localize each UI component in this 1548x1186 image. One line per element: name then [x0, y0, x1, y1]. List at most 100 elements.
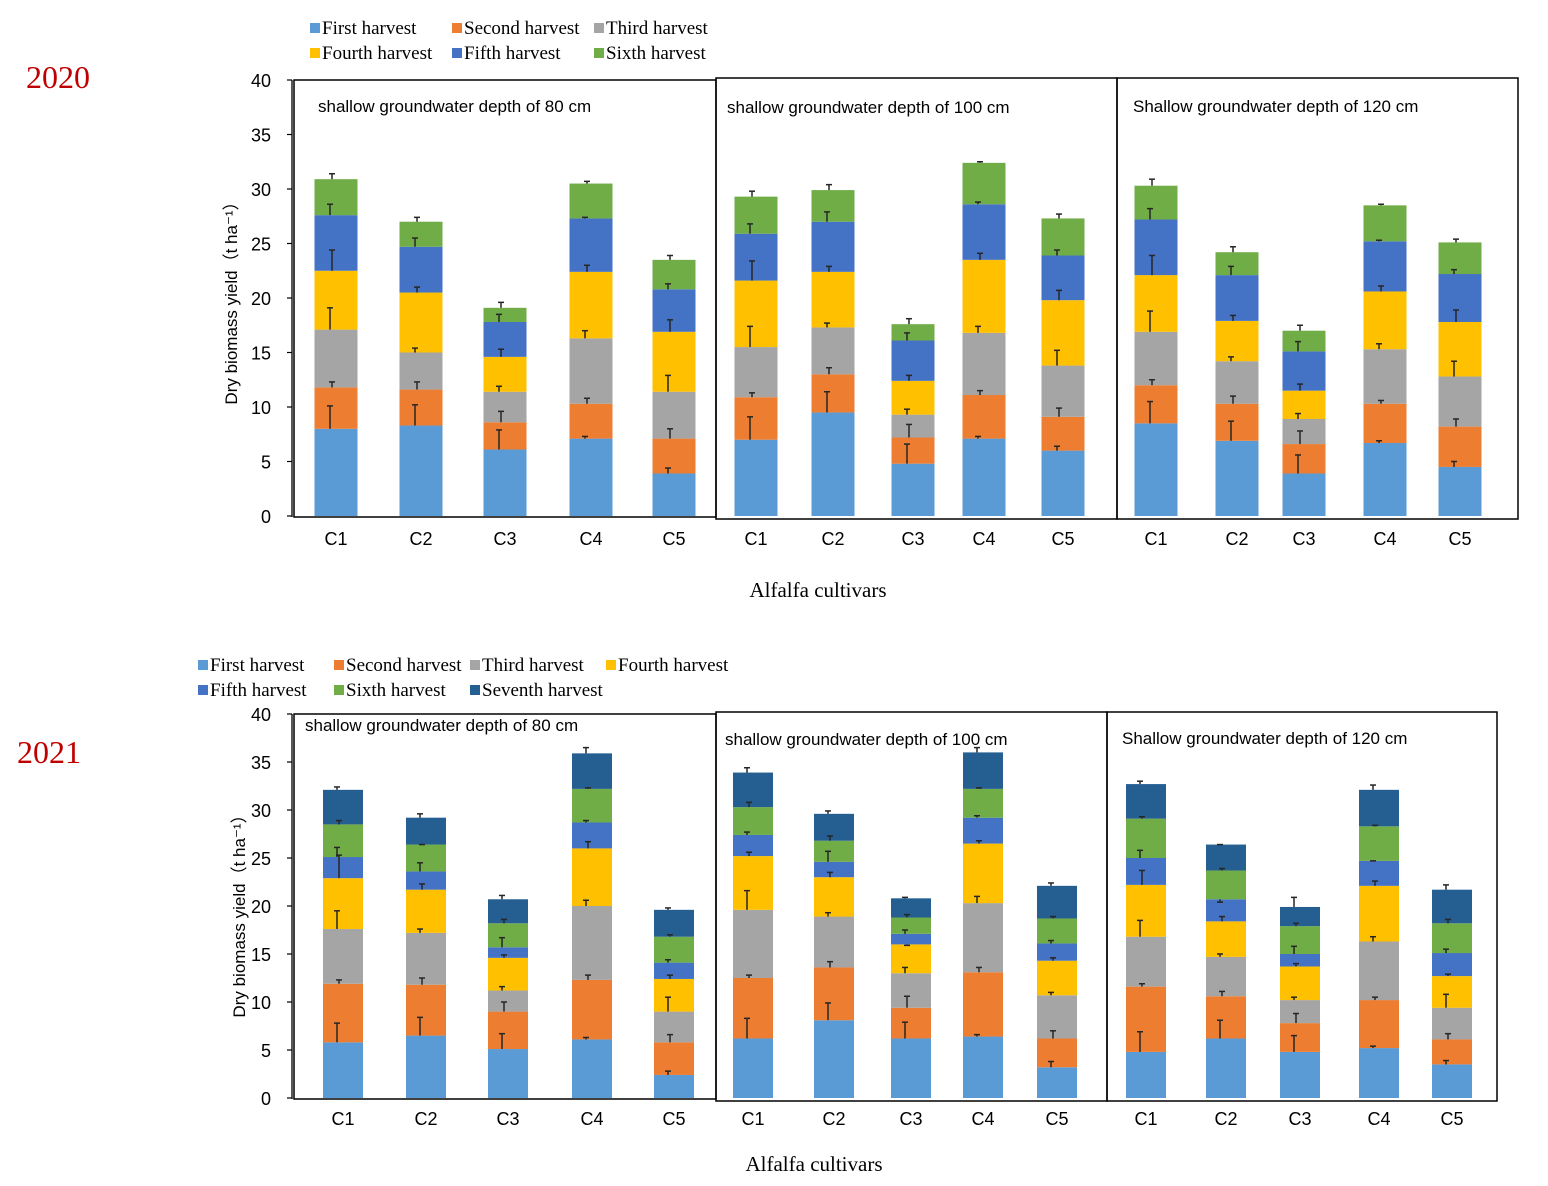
x-tick-label: C1 — [741, 1109, 764, 1129]
bar-segment — [891, 340, 935, 381]
x-tick-label: C2 — [1225, 529, 1248, 549]
bar-segment — [733, 909, 773, 978]
bar-segment — [814, 1020, 854, 1098]
bar-segment — [1037, 995, 1077, 1039]
bar-segment — [734, 280, 778, 348]
x-tick-label: C3 — [496, 1109, 519, 1129]
bar-segment — [652, 438, 696, 474]
bar-segment — [1432, 953, 1472, 977]
bar-segment — [1126, 818, 1166, 858]
x-tick-label: C5 — [1045, 1109, 1068, 1129]
bar-segment — [811, 374, 855, 413]
bar-segment — [963, 788, 1003, 818]
legend-label: Second harvest — [346, 655, 462, 676]
bar-segment — [569, 271, 613, 339]
bar-segment — [1359, 1048, 1399, 1098]
bar-segment — [314, 179, 358, 216]
bar-segment — [811, 327, 855, 375]
bar-segment — [569, 338, 613, 404]
bar-segment — [483, 307, 527, 322]
bar-segment — [1041, 416, 1085, 451]
bar-segment — [569, 183, 613, 219]
x-tick-label: C4 — [1373, 529, 1396, 549]
x-axis-title: Alfalfa cultivars — [749, 578, 886, 602]
bar-segment — [406, 817, 446, 845]
y-tick-label: 30 — [251, 801, 271, 821]
bar-segment — [1126, 936, 1166, 987]
chart-2021: 2021 First harvest Second harvest Third har… — [17, 655, 1498, 1176]
bar-segment — [652, 473, 696, 516]
bar-segment — [1282, 418, 1326, 445]
legend-label: Third harvest — [482, 655, 585, 676]
bar-segment — [1206, 996, 1246, 1039]
bar-stack — [811, 183, 855, 516]
panel: shallow groundwater depth of 100 cm C1 C2 C… — [715, 711, 1108, 1129]
y-tick-label: 0 — [261, 1089, 271, 1109]
bar-segment — [1438, 321, 1482, 377]
bar-segment — [1037, 960, 1077, 996]
bar-stack — [1363, 203, 1407, 516]
bar-segment — [1037, 1067, 1077, 1098]
bar-segment — [734, 397, 778, 440]
bar-segment — [1126, 1051, 1166, 1098]
y-tick-label: 5 — [261, 1041, 271, 1061]
bar-segment — [1126, 858, 1166, 885]
bar-segment — [891, 1007, 931, 1039]
bar-stack — [1432, 884, 1472, 1098]
bar-segment — [1134, 423, 1178, 516]
bar-segment — [323, 789, 363, 825]
y-tick-label: 5 — [261, 453, 271, 473]
bar-segment — [1363, 442, 1407, 516]
bar-segment — [488, 1011, 528, 1050]
bar-segment — [399, 389, 443, 426]
y-tick-label: 25 — [251, 235, 271, 255]
bar-segment — [483, 321, 527, 357]
legend-swatch — [310, 23, 320, 33]
bar-segment — [814, 840, 854, 862]
x-tick-label: C1 — [324, 529, 347, 549]
year-label: 2021 — [17, 734, 81, 770]
bar-segment — [654, 936, 694, 963]
bar-segment — [1206, 921, 1246, 957]
bar-stack — [572, 746, 612, 1098]
x-tick-label: C1 — [1134, 1109, 1157, 1129]
bar-segment — [962, 438, 1006, 516]
bar-segment — [572, 788, 612, 823]
bar-segment — [1206, 956, 1246, 997]
year-label: 2020 — [26, 59, 90, 95]
x-tick-label: C5 — [1440, 1109, 1463, 1129]
bar-segment — [963, 817, 1003, 844]
bar-segment — [1363, 241, 1407, 292]
y-tick-label: 30 — [251, 180, 271, 200]
bar-segment — [654, 1042, 694, 1075]
bar-stack — [654, 907, 694, 1098]
bar-segment — [962, 162, 1006, 205]
bar-segment — [399, 246, 443, 293]
bar-segment — [1215, 361, 1259, 404]
bar-stack — [1126, 780, 1166, 1098]
y-tick-label: 35 — [251, 126, 271, 146]
bar-segment — [891, 463, 935, 516]
bar-segment — [891, 324, 935, 341]
bar-stack — [891, 896, 931, 1098]
bar-segment — [1126, 784, 1166, 819]
bar-segment — [1280, 1023, 1320, 1052]
y-tick-label: 25 — [251, 849, 271, 869]
bar-stack — [1359, 784, 1399, 1098]
legend-label: Sixth harvest — [346, 680, 446, 701]
bar-segment — [1432, 889, 1472, 924]
bar-segment — [654, 962, 694, 979]
bar-segment — [652, 289, 696, 332]
bar-segment — [1359, 826, 1399, 861]
bar-segment — [488, 947, 528, 958]
bar-stack — [814, 810, 854, 1098]
bar-segment — [399, 221, 443, 247]
bar-segment — [1282, 330, 1326, 352]
legend-swatch — [310, 48, 320, 58]
bar-segment — [734, 196, 778, 234]
bar-segment — [406, 932, 446, 985]
bar-stack — [1282, 324, 1326, 516]
legend-label: Fourth harvest — [322, 43, 433, 64]
x-tick-label: C1 — [744, 529, 767, 549]
